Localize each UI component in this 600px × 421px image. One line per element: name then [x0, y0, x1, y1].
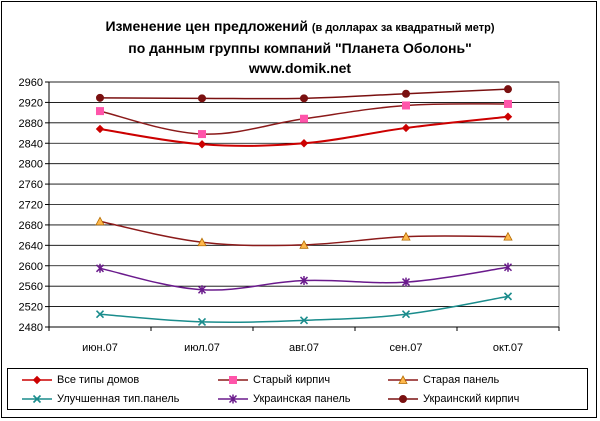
- series-4: [95, 292, 513, 326]
- data-point: [299, 139, 309, 148]
- legend-item: Все типы домов: [20, 371, 139, 389]
- legend-swatch: [218, 376, 248, 384]
- data-point: [402, 101, 410, 110]
- data-point: [401, 123, 411, 133]
- data-point: [197, 317, 207, 326]
- title-units: (в долларах за квадратный метр): [311, 22, 495, 34]
- legend-swatch-marker: [32, 394, 42, 404]
- data-point: [197, 237, 207, 247]
- data-point: [401, 277, 411, 287]
- y-tick-label: 2600: [19, 261, 43, 273]
- data-point: [503, 292, 513, 301]
- data-point: [300, 114, 308, 123]
- data-point: [95, 263, 105, 273]
- title-line-1: Изменение цен предложений: [105, 18, 308, 34]
- x-tick-label: окт.07: [493, 342, 523, 354]
- legend-swatch-marker: [32, 375, 42, 385]
- data-point: [503, 231, 513, 241]
- series-6: [96, 85, 512, 103]
- legend-item: Улучшенная тип.панель: [20, 390, 179, 408]
- data-point: [503, 112, 513, 121]
- legend-item: Украинская панель: [216, 390, 351, 408]
- legend-swatch-marker: [228, 394, 238, 404]
- legend-label: Старый кирпич: [253, 374, 331, 386]
- y-tick-label: 2800: [19, 159, 43, 171]
- y-tick-label: 2920: [19, 97, 43, 109]
- x-tick-label: сен.07: [390, 342, 423, 354]
- legend-swatch-marker: [398, 375, 408, 384]
- y-tick-label: 2560: [19, 281, 43, 293]
- y-tick-label: 2720: [19, 200, 43, 212]
- data-point: [96, 107, 104, 116]
- data-point: [401, 231, 411, 241]
- title-line-2: по данным группы компаний "Планета Оболо…: [128, 40, 472, 56]
- legend-label: Украинский кирпич: [423, 393, 520, 405]
- y-tick-label: 2680: [19, 220, 43, 232]
- legend-swatch: [22, 375, 52, 385]
- chart-legend: Все типы домов Старый кирпич Старая панель…: [7, 368, 588, 410]
- data-point: [95, 216, 105, 226]
- series-1: [95, 112, 513, 149]
- data-point: [198, 130, 206, 139]
- data-point: [299, 239, 309, 249]
- legend-label: Улучшенная тип.панель: [57, 393, 180, 405]
- legend-label: Украинская панель: [253, 393, 351, 405]
- legend-label: Все типы домов: [57, 374, 140, 386]
- y-tick-label: 2520: [19, 302, 43, 314]
- legend-item: Украинский кирпич: [386, 390, 519, 408]
- y-tick-label: 2840: [19, 138, 43, 150]
- data-point: [401, 310, 411, 319]
- legend-swatch: [22, 394, 52, 404]
- legend-swatch: [388, 395, 418, 403]
- series-3: [95, 216, 513, 249]
- title-line-3: www.domik.net: [248, 60, 352, 76]
- data-point: [402, 89, 410, 98]
- data-point: [95, 124, 105, 134]
- y-tick-label: 2880: [19, 118, 43, 130]
- legend-swatch: [218, 394, 248, 404]
- legend-swatch-marker: [229, 376, 237, 384]
- x-tick-label: июн.07: [82, 342, 118, 354]
- data-point: [299, 276, 309, 286]
- data-point: [198, 94, 206, 103]
- data-point: [504, 99, 512, 108]
- y-tick-label: 2480: [19, 322, 43, 334]
- legend-label: Старая панель: [423, 374, 500, 386]
- series-2: [96, 99, 512, 139]
- legend-swatch-marker: [399, 395, 407, 403]
- legend-swatch: [388, 375, 418, 384]
- data-point: [503, 262, 513, 272]
- legend-item: Старая панель: [386, 371, 499, 389]
- y-tick-label: 2640: [19, 240, 43, 252]
- x-tick-label: июл.07: [184, 342, 220, 354]
- data-point: [504, 85, 512, 94]
- data-point: [299, 316, 309, 325]
- x-tick-label: авг.07: [289, 342, 319, 354]
- y-tick-label: 2960: [19, 77, 43, 89]
- data-point: [300, 94, 308, 103]
- data-point: [197, 140, 207, 149]
- chart-title: Изменение цен предложений (в долларах за…: [2, 16, 598, 78]
- data-point: [197, 285, 207, 295]
- data-point: [95, 310, 105, 319]
- legend-item: Старый кирпич: [216, 371, 330, 389]
- y-tick-label: 2760: [19, 179, 43, 191]
- series-5: [95, 262, 513, 295]
- data-point: [96, 93, 104, 102]
